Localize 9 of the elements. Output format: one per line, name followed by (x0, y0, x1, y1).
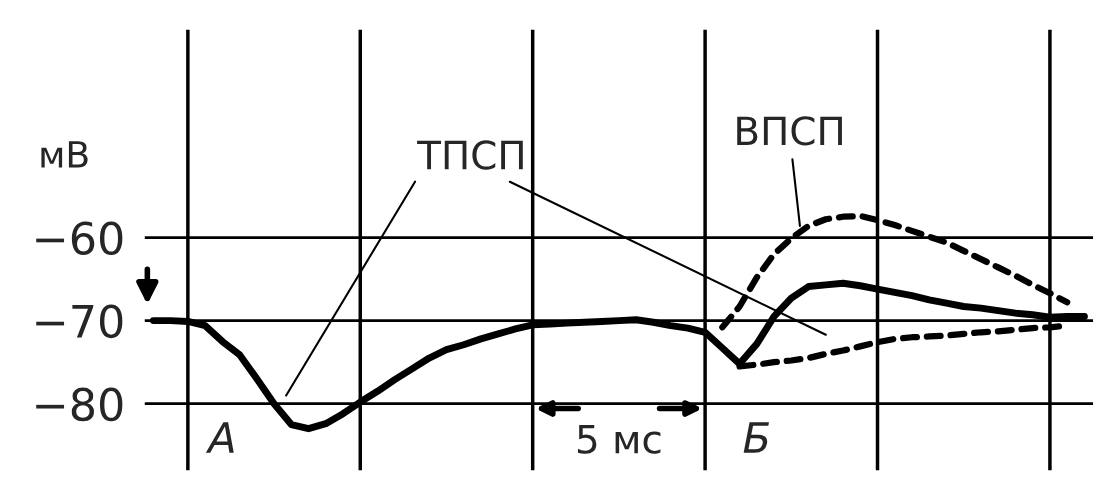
y-tick-label: −80 (36, 387, 123, 422)
y-tick-label: −60 (36, 221, 123, 256)
annotation: Б (743, 422, 769, 453)
annotation: 5 мс (577, 424, 661, 454)
annotation: ВПСП (737, 116, 842, 146)
y-axis-title: мВ (41, 141, 88, 168)
y-tick-label: −70 (36, 304, 123, 339)
annotation: ТПСП (417, 140, 523, 170)
annotation: А (205, 422, 234, 453)
